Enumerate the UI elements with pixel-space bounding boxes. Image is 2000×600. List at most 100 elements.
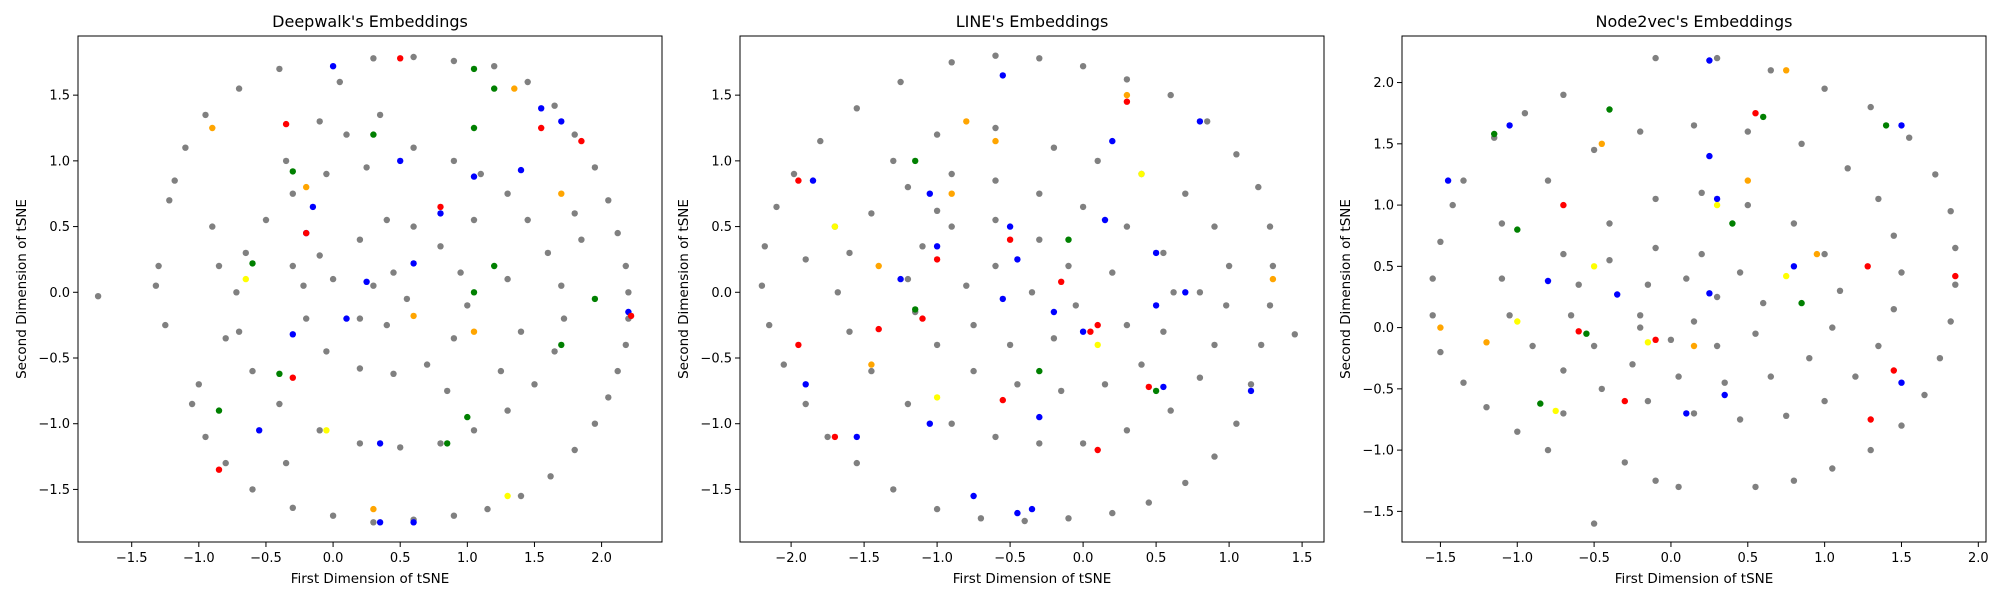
scatter-point (1767, 67, 1775, 74)
scatter-point (834, 289, 841, 296)
scatter-point (897, 78, 904, 86)
scatter-point (591, 164, 599, 171)
scatter-point (1698, 250, 1705, 258)
scatter-point (999, 295, 1006, 303)
scatter-point (1152, 249, 1160, 257)
scatter-point (627, 312, 635, 320)
x-axis-label-node2vec: First Dimension of tSNE (1615, 571, 1774, 587)
scatter-point (215, 262, 223, 270)
scatter-point (1583, 330, 1590, 337)
scatter-point (1291, 331, 1299, 338)
scatter-point (1560, 201, 1567, 209)
scatter-point (383, 216, 390, 224)
scatter-point (992, 137, 999, 145)
scatter-points-line (758, 52, 1299, 525)
scatter-point (904, 400, 912, 408)
scatter-point (504, 190, 511, 197)
x-tick-label: 1.0 (1814, 551, 1835, 566)
scatter-point (1947, 318, 1954, 325)
scatter-point (1167, 407, 1174, 414)
scatter-point (1079, 328, 1087, 335)
scatter-point (356, 315, 364, 322)
scatter-point (1790, 263, 1798, 270)
y-axis-label-node2vec: Second Dimension of tSNE (1338, 199, 1354, 379)
x-tick-label: 0.5 (1737, 551, 1758, 566)
scatter-point (560, 315, 568, 322)
scatter-point (1138, 361, 1145, 368)
scatter-point (1829, 324, 1836, 331)
x-tick-label: 1.0 (1219, 551, 1240, 566)
scatter-point (992, 177, 999, 184)
scatter-point (1094, 157, 1101, 165)
x-tick-label: 0.0 (1661, 551, 1682, 566)
scatter-point (999, 396, 1006, 404)
y-tick-label: 0.0 (711, 286, 732, 301)
scatter-point (558, 341, 565, 349)
scatter-point (1713, 201, 1721, 209)
scatter-point (1498, 220, 1506, 227)
x-tick-label: 0.5 (1146, 551, 1167, 566)
scatter-point (303, 183, 310, 191)
scatter-point (289, 374, 296, 381)
scatter-point (1736, 416, 1744, 423)
scatter-point (1123, 427, 1131, 434)
scatter-point (1266, 223, 1274, 230)
scatter-point (1729, 220, 1736, 227)
scatter-point (853, 105, 860, 112)
scatter-point (376, 440, 384, 447)
scatter-point (403, 295, 411, 303)
scatter-point (622, 262, 629, 270)
scatter-point (605, 394, 612, 401)
scatter-point (1898, 122, 1905, 129)
y-tick-label: −1.0 (1362, 444, 1394, 459)
x-tick-label: 0.0 (323, 551, 344, 566)
y-tick-label: 0.5 (49, 220, 70, 235)
scatter-point (558, 190, 565, 197)
scatter-point (363, 278, 370, 285)
scatter-point (1667, 336, 1675, 343)
scatter-point (1890, 306, 1898, 313)
scatter-point (1437, 324, 1444, 331)
scatter-point (282, 459, 290, 467)
scatter-point (1690, 122, 1698, 129)
scatter-point (1644, 339, 1652, 346)
scatter-points-node2vec (1429, 54, 1959, 527)
scatter-point (1050, 144, 1058, 151)
scatter-point (1698, 189, 1705, 196)
scatter-point (1506, 312, 1513, 319)
scatter-point (504, 492, 511, 500)
scatter-point (1109, 509, 1116, 517)
scatter-point (450, 157, 458, 165)
x-tick-label: 2.0 (1968, 551, 1989, 566)
scatter-point (1050, 335, 1058, 342)
scatter-point (397, 55, 404, 62)
scatter-point (1101, 381, 1109, 388)
scatter-point (551, 348, 558, 355)
scatter-point (464, 413, 471, 421)
scatter-point (1652, 195, 1659, 203)
scatter-point (1606, 257, 1613, 264)
y-tick-label: −1.0 (38, 417, 70, 432)
scatter-point (1590, 146, 1598, 154)
scatter-point (410, 223, 417, 230)
scatter-point (977, 515, 985, 522)
scatter-point (504, 407, 511, 414)
panel-deepwalk: Deepwalk's Embeddings First Dimension of… (14, 12, 663, 587)
scatter-point (316, 118, 323, 125)
scatter-point (558, 282, 565, 289)
scatter-point (1449, 201, 1456, 209)
scatter-point (1233, 420, 1240, 427)
scatter-point (625, 289, 632, 296)
scatter-point (1821, 250, 1828, 258)
scatter-point (1760, 113, 1767, 121)
y-tick-label: 1.0 (49, 154, 70, 169)
x-tick-label: 1.5 (1292, 551, 1313, 566)
scatter-point (300, 282, 307, 289)
scatter-point (444, 387, 451, 395)
x-tick-label: 1.0 (457, 551, 478, 566)
x-axis-label-line: First Dimension of tSNE (953, 571, 1112, 587)
y-axis-label-line: Second Dimension of tSNE (676, 199, 692, 379)
scatter-point (249, 486, 256, 493)
scatter-point (1898, 422, 1905, 429)
scatter-point (517, 492, 525, 500)
